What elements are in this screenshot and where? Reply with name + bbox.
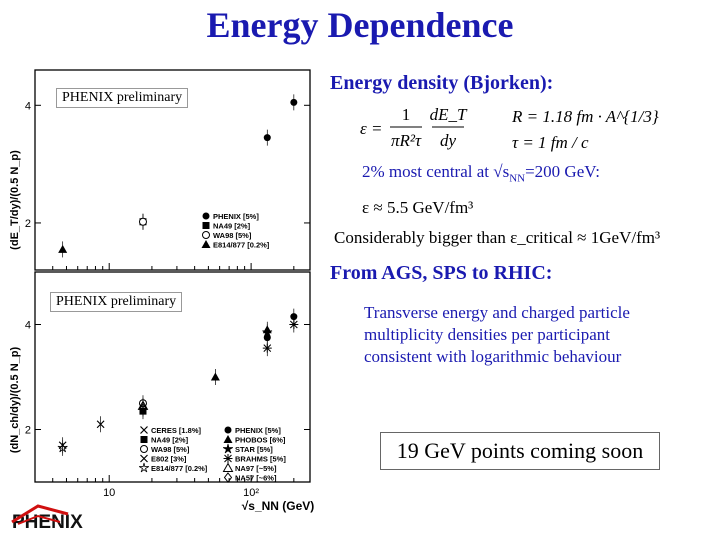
legend-marker (223, 454, 233, 463)
formula-tau: τ = 1 fm / c (512, 133, 589, 152)
phenix-logo-mark (11, 504, 69, 525)
legend-marker (201, 240, 211, 248)
y-tick-label: 2 (25, 425, 31, 437)
legend-label: WA98 [5%] (151, 445, 190, 454)
centrality-suffix: =200 GeV: (525, 162, 600, 181)
legend-marker (223, 435, 233, 443)
body-line-1: Transverse energy and charged particle (364, 303, 630, 322)
formula-den1: πR²τ (391, 131, 422, 150)
legend-marker (140, 445, 148, 453)
x-axis-label: √s_NN (GeV) (242, 499, 315, 513)
legend-marker (140, 454, 148, 463)
y-tick-label: 4 (25, 320, 31, 332)
legend-label: E802 [3%] (151, 455, 187, 464)
legend-marker (224, 426, 232, 434)
legend-label: PHOBOS [6%] (235, 436, 286, 445)
legend-label: PHENIX [5%] (235, 426, 281, 435)
legend-label: WA98 [5%] (213, 231, 252, 240)
x-tick-label: 10² (243, 487, 259, 499)
y-tick-label: 2 (25, 218, 31, 230)
data-point (210, 372, 220, 381)
legend-label: NA57 [~6%] (235, 474, 277, 483)
body-line-2: multiplicity densities per participant (364, 325, 610, 344)
legend-marker (222, 462, 234, 472)
y-tick-label: 4 (25, 100, 31, 112)
formula-num2: dE_T (430, 105, 468, 124)
top-y-label: (dE_T/dy)/(0.5 N_p) (9, 150, 21, 250)
legend-label: E814/877 [0.2%] (151, 464, 208, 473)
section2-heading: From AGS, SPS to RHIC: (330, 262, 553, 284)
comparison-line: Considerably bigger than ε_critical ≈ 1G… (334, 228, 661, 247)
formula-lhs: ε = (360, 119, 382, 138)
data-point (289, 320, 299, 329)
data-point (58, 244, 68, 253)
legend-label: PHENIX [5%] (213, 212, 259, 221)
formula-den2: dy (440, 131, 457, 150)
legend-label: E814/877 [0.2%] (213, 241, 270, 250)
data-point (290, 98, 298, 106)
body-paragraph: Transverse energy and charged particle m… (364, 302, 630, 368)
preliminary-label-bottom: PHENIX preliminary (50, 292, 183, 312)
data-point (262, 343, 272, 353)
centrality-line: 2% most central at √sNN=200 GeV: (362, 162, 600, 184)
centrality-sub: NN (509, 172, 526, 185)
slide-title: Energy Dependence (206, 5, 514, 45)
legend-label: NA97 [~5%] (235, 464, 277, 473)
centrality-prefix: 2% most central at √s (362, 162, 510, 181)
legend-marker (140, 436, 148, 443)
body-line-3: consistent with logarithmic behaviour (364, 347, 622, 366)
legend-label: NA49 [2%] (151, 436, 189, 445)
formula-num1: 1 (402, 105, 411, 124)
phenix-logo: PHENIX (12, 512, 83, 533)
coming-soon-callout: 19 GeV points coming soon (380, 432, 660, 470)
data-point (138, 217, 147, 226)
legend-label: STAR [5%] (235, 445, 273, 454)
data-point (96, 420, 105, 429)
legend-label: NA49 [2%] (213, 222, 251, 231)
epsilon-value: ε ≈ 5.5 GeV/fm³ (362, 198, 474, 217)
legend-marker (202, 231, 210, 239)
legend-marker (138, 462, 150, 473)
data-point (262, 327, 273, 337)
x-tick-label: 10 (103, 487, 115, 499)
data-point (57, 442, 68, 453)
legend-marker (222, 443, 234, 454)
legend-marker (140, 426, 148, 434)
data-point (138, 403, 148, 414)
data-point (263, 134, 271, 142)
legend-label: CERES [1.8%] (151, 426, 202, 435)
formula-radius: R = 1.18 fm · A^{1/3} (511, 107, 659, 126)
legend-marker (202, 222, 210, 229)
legend-marker (202, 212, 210, 220)
legend-label: BRAHMS [5%] (235, 455, 286, 464)
bjorken-formula: ε = 1 πR²τ dE_T dy R = 1.18 fm · A^{1/3}… (360, 105, 659, 152)
section1-heading: Energy density (Bjorken): (330, 72, 554, 94)
bottom-y-label: (dN_ch/dy)/(0.5 N_p) (9, 346, 21, 453)
legend-marker (223, 472, 233, 483)
preliminary-label-top: PHENIX preliminary (56, 88, 189, 108)
